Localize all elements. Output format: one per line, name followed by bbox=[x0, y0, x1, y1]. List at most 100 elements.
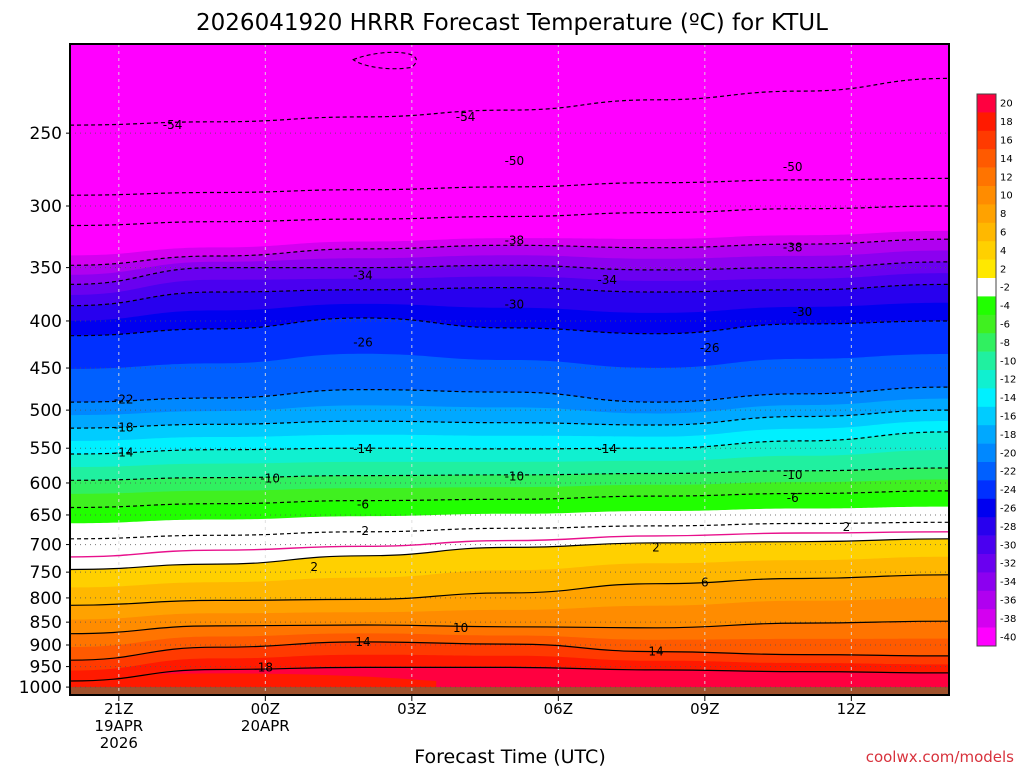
colorbar-legend: 20 18 16 14 12 10 8 6 4 2 -2 -4 -6 -8 -10 -12 -14 -16 -18 -… bbox=[976, 93, 1016, 647]
pressure-tick-label: 250 bbox=[30, 124, 62, 144]
x-axis-label: Forecast Time (UTC) bbox=[414, 746, 605, 768]
time-tick-label: 03Z bbox=[397, 700, 426, 718]
isotherm-label: -38 bbox=[783, 241, 803, 255]
colorbar-label: 18 bbox=[1000, 117, 1013, 128]
pressure-tick-label: 450 bbox=[30, 359, 62, 379]
colorbar-label: -14 bbox=[1000, 393, 1016, 404]
isotherm-label: -22 bbox=[114, 393, 134, 407]
pressure-tick-label: 300 bbox=[30, 197, 62, 217]
isotherm-line bbox=[70, 574, 949, 606]
time-tick-label: 19APR bbox=[94, 717, 143, 735]
colorbar-label: -16 bbox=[1000, 412, 1016, 423]
chart-title: 2026041920 HRRR Forecast Temperature (ºC… bbox=[196, 10, 828, 36]
isotherm-label: -50 bbox=[505, 154, 525, 168]
colorbar-swatch bbox=[977, 94, 996, 113]
colorbar-swatch bbox=[977, 462, 996, 481]
colorbar-swatch bbox=[977, 333, 996, 352]
pressure-tick-label: 350 bbox=[30, 259, 62, 279]
isotherm-label: -38 bbox=[505, 233, 525, 247]
colorbar-label: -34 bbox=[1000, 577, 1016, 588]
isotherm-lines bbox=[70, 51, 949, 682]
colorbar-swatch bbox=[977, 480, 996, 500]
colorbar-label: -20 bbox=[1000, 448, 1016, 459]
colorbar-label: -36 bbox=[1000, 596, 1016, 607]
isotherm-label: -2 bbox=[357, 524, 369, 538]
colorbar-label: -6 bbox=[1000, 320, 1010, 331]
colorbar-swatch bbox=[977, 259, 996, 279]
colorbar-label: 20 bbox=[1000, 99, 1013, 110]
isotherm-label: 14 bbox=[355, 635, 370, 649]
time-tick-label: 2026 bbox=[100, 734, 138, 752]
isotherm-label: -10 bbox=[783, 468, 803, 482]
colorbar-label: -26 bbox=[1000, 504, 1016, 515]
pressure-tick-label: 600 bbox=[30, 474, 62, 494]
colorbar-swatch bbox=[977, 498, 996, 518]
pressure-tick-label: 800 bbox=[30, 589, 62, 609]
below-ground-area bbox=[70, 687, 949, 695]
time-tick-label: 12Z bbox=[837, 700, 866, 718]
colorbar-label: -40 bbox=[1000, 632, 1016, 643]
colorbar-swatch bbox=[977, 167, 996, 187]
isotherm-label: -14 bbox=[597, 442, 617, 456]
colorbar-swatch bbox=[977, 388, 996, 408]
colorbar-label: 6 bbox=[1000, 228, 1006, 239]
colorbar-frame bbox=[976, 93, 997, 647]
isotherm-label: -14 bbox=[114, 446, 134, 460]
pressure-tick-label: 750 bbox=[30, 563, 62, 583]
time-tick-label: 21Z bbox=[104, 700, 133, 718]
colorbar-swatch bbox=[977, 241, 996, 260]
colorbar-label: -12 bbox=[1000, 375, 1016, 386]
colorbar-label: -32 bbox=[1000, 559, 1016, 570]
colorbar-swatch bbox=[977, 443, 996, 463]
pressure-tick-label: 950 bbox=[30, 658, 62, 678]
time-tick-label: 09Z bbox=[690, 700, 719, 718]
isotherm-label: -18 bbox=[114, 420, 134, 434]
isotherm-label: 10 bbox=[453, 621, 468, 635]
colorbar-label: 16 bbox=[1000, 136, 1013, 147]
isotherm-label: -30 bbox=[505, 298, 525, 312]
isotherm-label: -6 bbox=[357, 497, 369, 511]
isotherm-label: -30 bbox=[793, 305, 813, 319]
isotherm-label: 18 bbox=[258, 660, 273, 674]
pressure-tick-label: 500 bbox=[30, 401, 62, 421]
pressure-tick-label: 400 bbox=[30, 312, 62, 332]
pressure-tick-label: 900 bbox=[30, 636, 62, 656]
time-tick-label: 20APR bbox=[241, 717, 290, 735]
colorbar-label: -18 bbox=[1000, 430, 1016, 441]
colorbar-swatch bbox=[977, 554, 996, 573]
isotherm-line bbox=[70, 283, 949, 307]
isotherm-label: -10 bbox=[260, 471, 280, 485]
isotherm-line bbox=[70, 666, 949, 682]
colorbar-swatch bbox=[977, 627, 996, 647]
pressure-axis: 250 300 350 400 450 500 550 600 650 700 750 800 850 9… bbox=[19, 124, 70, 698]
pressure-tick-label: 550 bbox=[30, 439, 62, 459]
isotherm-label: -54 bbox=[163, 118, 183, 132]
isotherm-line bbox=[352, 51, 417, 70]
colorbar-swatch bbox=[977, 535, 996, 555]
isotherm-label: -34 bbox=[353, 269, 373, 283]
colorbar-swatch bbox=[977, 130, 996, 150]
colorbar-label: -2 bbox=[1000, 283, 1010, 294]
isotherm-line bbox=[70, 261, 949, 285]
colorbar-label: -24 bbox=[1000, 485, 1016, 496]
isotherm-label: -34 bbox=[597, 273, 617, 287]
colorbar-label: 12 bbox=[1000, 172, 1013, 183]
temperature-fill-layer bbox=[70, 44, 949, 695]
credit-text: coolwx.com/models bbox=[866, 748, 1014, 766]
isotherm-label: -50 bbox=[783, 160, 803, 174]
pressure-tick-label: 700 bbox=[30, 536, 62, 556]
colorbar-label: -28 bbox=[1000, 522, 1016, 533]
colorbar-swatch bbox=[977, 149, 996, 168]
isotherm-label: 6 bbox=[701, 576, 709, 590]
colorbar-label: 2 bbox=[1000, 264, 1006, 275]
colorbar-label: -38 bbox=[1000, 614, 1016, 625]
colorbar-swatch bbox=[977, 186, 996, 205]
isotherm-labels: -54-54-50 -50-38-38-34 -34-30-30-26 -26-22-… bbox=[114, 110, 850, 675]
isotherm-label: -14 bbox=[353, 442, 373, 456]
isotherm-label: 14 bbox=[648, 645, 663, 659]
colorbar-label: -30 bbox=[1000, 540, 1016, 551]
colorbar-label: 14 bbox=[1000, 154, 1013, 165]
colorbar-swatch bbox=[977, 296, 996, 316]
isotherm-label: -54 bbox=[456, 110, 476, 124]
